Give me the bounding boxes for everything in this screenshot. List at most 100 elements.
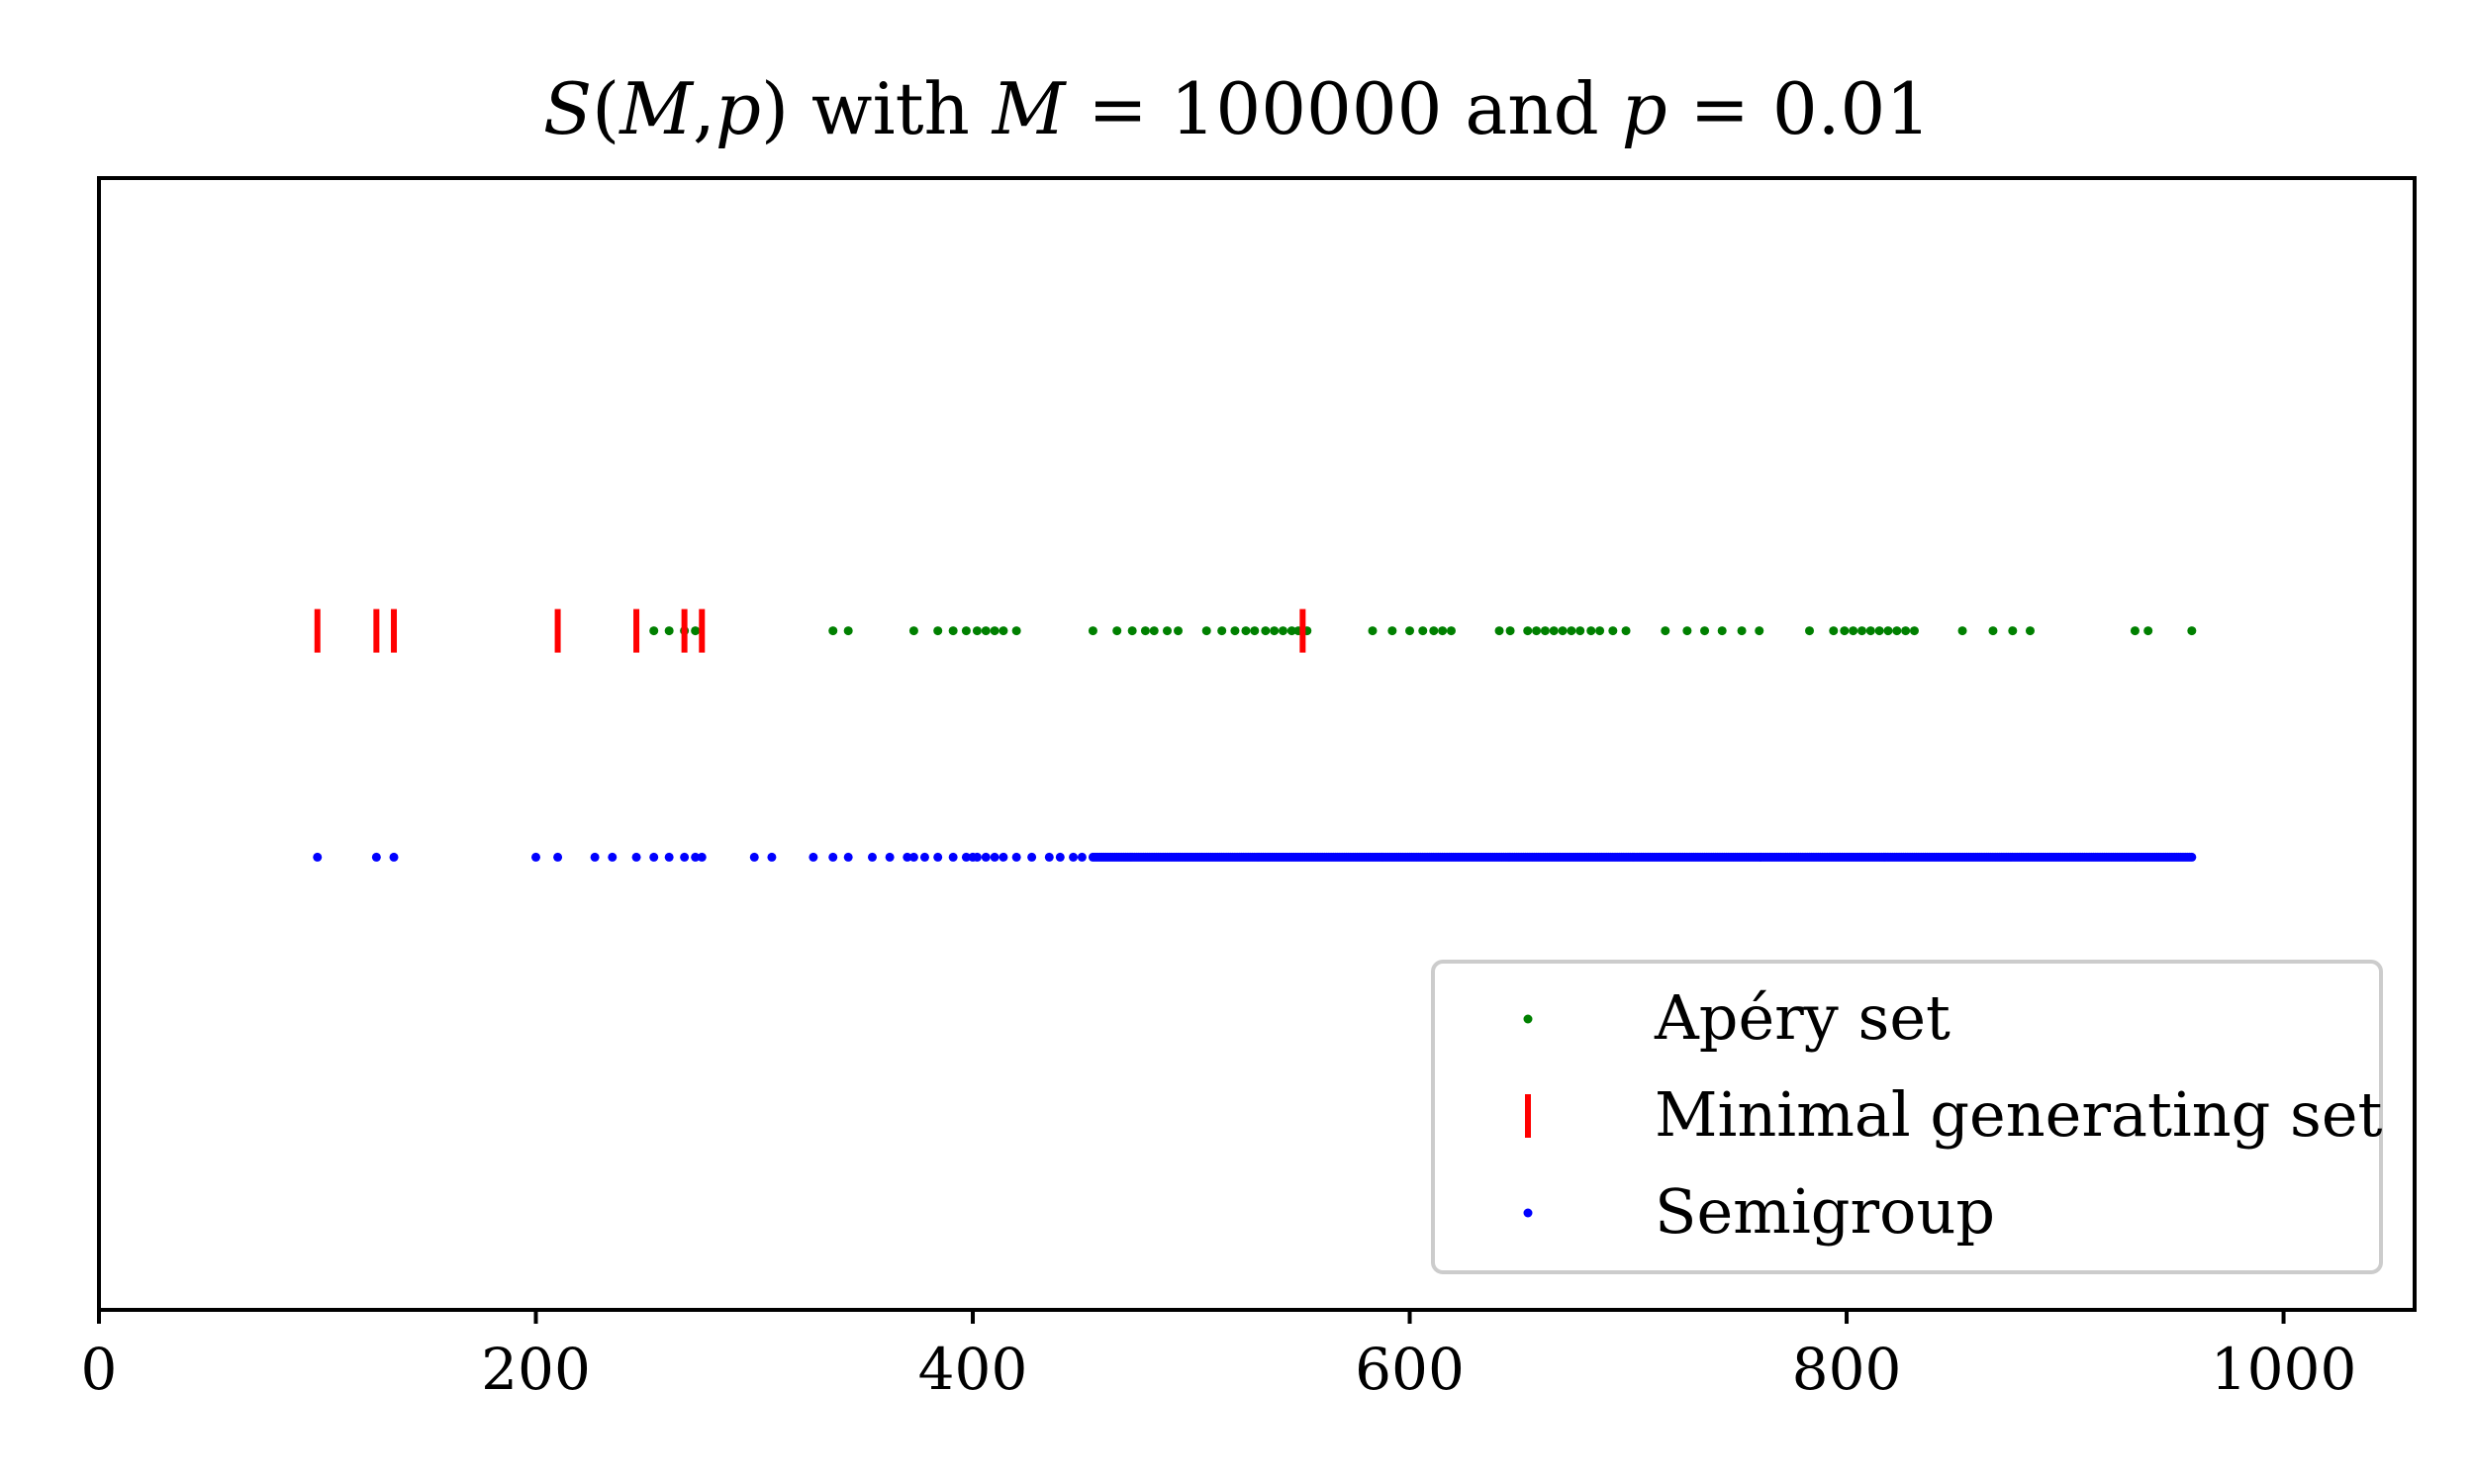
apery-point: [1717, 626, 1727, 636]
apery-point: [1523, 626, 1533, 636]
apery-point: [1737, 626, 1747, 636]
apery-point: [1988, 626, 1998, 636]
apery-point: [2187, 626, 2197, 636]
apery-point: [2025, 626, 2035, 636]
apery-point: [1286, 626, 1296, 636]
apery-point: [1140, 626, 1150, 636]
semigroup-point: [903, 852, 912, 862]
semigroup-point: [664, 852, 674, 862]
apery-point: [1849, 626, 1858, 636]
semigroup-point: [371, 852, 381, 862]
apery-point: [1805, 626, 1815, 636]
apery-point: [1270, 626, 1280, 636]
semigroup-point: [313, 852, 323, 862]
axes-frame: [97, 176, 2417, 1312]
x-tick-label: 0: [81, 1336, 118, 1403]
semigroup-point: [919, 852, 929, 862]
apery-point: [1558, 626, 1568, 636]
apery-point: [961, 626, 971, 636]
semigroup-point: [933, 852, 943, 862]
apery-point: [999, 626, 1008, 636]
apery-point: [1429, 626, 1439, 636]
semigroup-point: [649, 852, 659, 862]
apery-point: [1278, 626, 1287, 636]
apery-point: [990, 626, 999, 636]
apery-point: [1540, 626, 1550, 636]
apery-point: [1575, 626, 1585, 636]
apery-point: [1856, 626, 1866, 636]
apery-point: [1201, 626, 1211, 636]
apery-point: [1682, 626, 1692, 636]
legend-label: Apéry set: [1654, 981, 1951, 1054]
apery-point: [1446, 626, 1456, 636]
apery-point: [1957, 626, 1967, 636]
apery-point: [1217, 626, 1227, 636]
semigroup-point: [908, 852, 918, 862]
apery-point: [1901, 626, 1911, 636]
apery-point: [1595, 626, 1605, 636]
semigroup-point: [680, 852, 690, 862]
semigroup-point: [1055, 852, 1065, 862]
semigroup-point: [1044, 852, 1054, 862]
apery-point: [1874, 626, 1884, 636]
apery-point: [1567, 626, 1576, 636]
apery-point: [1368, 626, 1378, 636]
x-tick-label: 400: [918, 1336, 1028, 1403]
series-1: [314, 608, 1306, 653]
semigroup-point: [531, 852, 541, 862]
semigroup-point: [981, 852, 991, 862]
apery-point: [1840, 626, 1850, 636]
semigroup-point: [990, 852, 999, 862]
semigroup-point: [2187, 852, 2197, 862]
apery-point: [1230, 626, 1240, 636]
apery-point: [1505, 626, 1515, 636]
apery-point: [691, 626, 701, 636]
x-tick-label: 800: [1792, 1336, 1902, 1403]
apery-point: [1700, 626, 1710, 636]
legend-marker-semigroup: [1523, 1208, 1533, 1218]
apery-point: [1418, 626, 1428, 636]
semigroup-point: [843, 852, 853, 862]
semigroup-point: [1077, 852, 1087, 862]
semigroup-point: [691, 852, 701, 862]
legend-box: [1431, 960, 2383, 1274]
apery-point: [1494, 626, 1504, 636]
apery-point: [1865, 626, 1875, 636]
semigroup-point: [631, 852, 641, 862]
apery-point: [1250, 626, 1260, 636]
apery-point: [649, 626, 659, 636]
x-tick-label: 1000: [2211, 1336, 2357, 1403]
apery-point: [908, 626, 918, 636]
apery-point: [2008, 626, 2018, 636]
apery-point: [1909, 626, 1919, 636]
apery-point: [1405, 626, 1415, 636]
apery-point: [1387, 626, 1397, 636]
apery-point: [1829, 626, 1839, 636]
legend-label: Semigroup: [1655, 1175, 1995, 1248]
apery-point: [1892, 626, 1902, 636]
semigroup-point: [867, 852, 877, 862]
apery-point: [981, 626, 991, 636]
plot-area: [313, 608, 2197, 862]
semigroup-point: [1069, 852, 1079, 862]
apery-point: [1755, 626, 1764, 636]
semigroup-point: [608, 852, 618, 862]
semigroup-point: [972, 852, 982, 862]
apery-point: [1088, 626, 1097, 636]
apery-point: [2130, 626, 2140, 636]
apery-point: [1532, 626, 1542, 636]
semigroup-point: [553, 852, 563, 862]
semigroup-point: [961, 852, 971, 862]
apery-point: [1241, 626, 1251, 636]
semigroup-point: [697, 852, 707, 862]
apery-point: [1549, 626, 1559, 636]
series-2: [313, 852, 2197, 862]
semigroup-point: [1011, 852, 1021, 862]
apery-point: [972, 626, 982, 636]
series-0: [649, 626, 2197, 636]
apery-point: [828, 626, 838, 636]
semigroup-point: [999, 852, 1008, 862]
semigroup-point: [1027, 852, 1037, 862]
